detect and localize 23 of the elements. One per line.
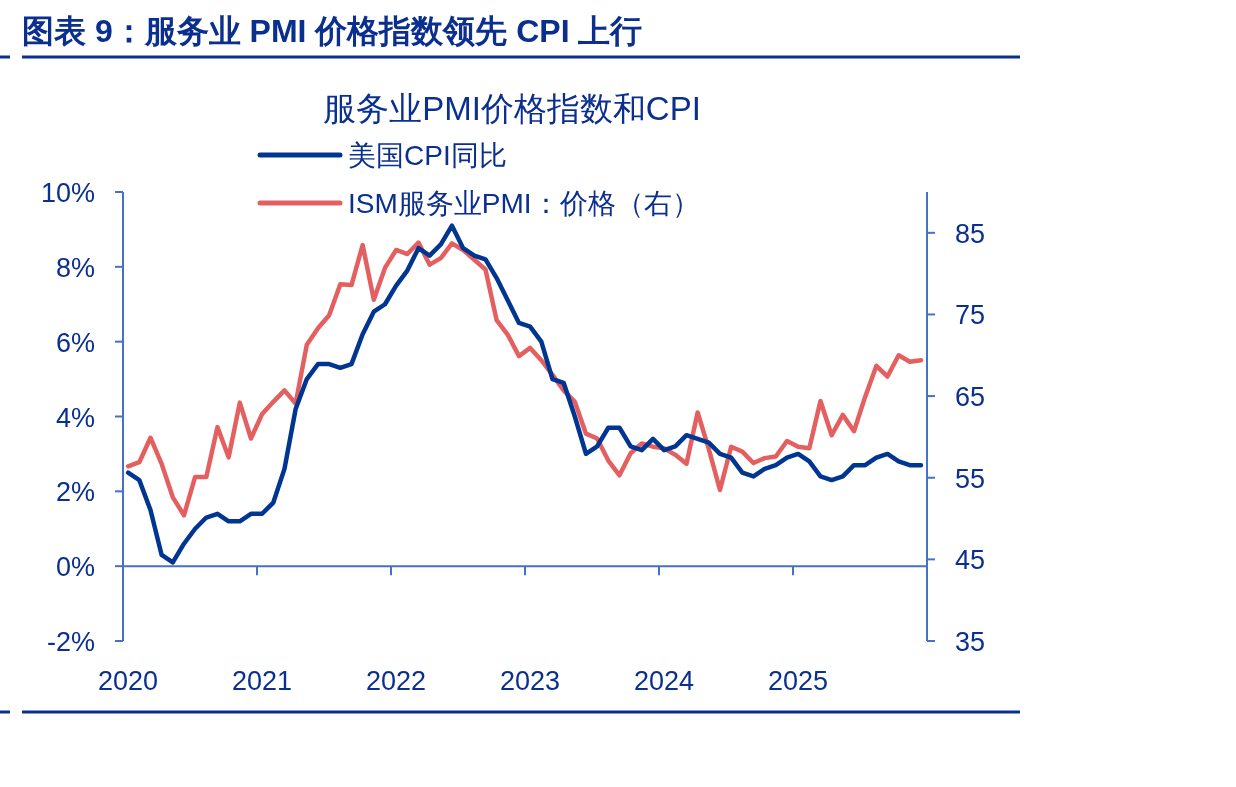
y-tick-label: 2% — [55, 477, 95, 508]
y-tick-label: 8% — [55, 252, 95, 283]
chart-subtitle: 服务业PMI价格指数和CPI — [323, 90, 701, 127]
y-tick-label: 4% — [55, 402, 95, 433]
y2-tick-label: 55 — [955, 463, 986, 494]
y2-tick-label: 75 — [955, 300, 986, 331]
legend-label: ISM服务业PMI：价格（右） — [348, 188, 700, 219]
x-tick-label: 2021 — [231, 666, 293, 696]
x-tick-label: 2025 — [767, 666, 829, 696]
x-tick-label: 2020 — [97, 666, 159, 696]
y2-tick-label: 45 — [955, 545, 986, 576]
y2-tick-label: 35 — [955, 627, 986, 657]
x-tick-label: 2024 — [633, 666, 695, 696]
y-tick-label: 0% — [55, 552, 95, 583]
y-tick-label: -2% — [46, 627, 95, 657]
y2-tick-label: 85 — [955, 218, 986, 249]
y-tick-label: 6% — [55, 327, 95, 358]
legend-label: 美国CPI同比 — [348, 140, 507, 171]
chart-title: 图表 9：服务业 PMI 价格指数领先 CPI 上行 — [22, 13, 643, 49]
y-tick-label: 10% — [40, 178, 95, 208]
x-tick-label: 2022 — [365, 666, 427, 696]
y2-tick-label: 65 — [955, 382, 986, 413]
x-tick-label: 2023 — [499, 666, 561, 696]
